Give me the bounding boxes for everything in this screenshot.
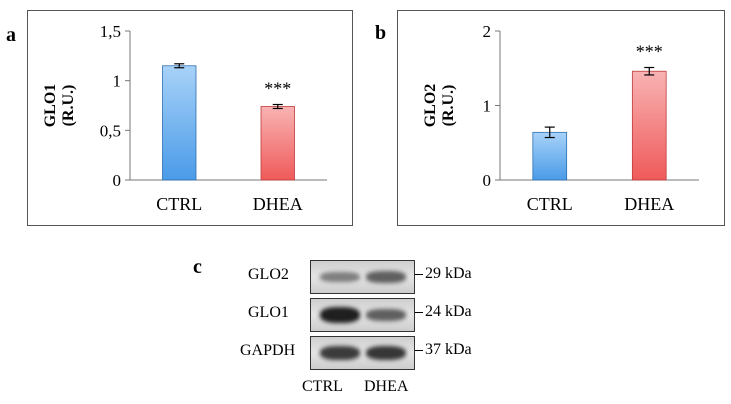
bar-dhea xyxy=(260,106,295,181)
blot-strip xyxy=(310,298,415,332)
blot-size-label: 24 kDa xyxy=(425,303,472,320)
chart-glo1: 0 0,5 1 1,5 GLO1 (R.U.) CTRL DHEA *** xyxy=(27,10,353,226)
blot-band xyxy=(366,345,406,361)
bar-dhea xyxy=(631,70,667,181)
blot-size-tick xyxy=(415,274,423,275)
panel-letter-c: c xyxy=(193,256,202,278)
x-tick-label: DHEA xyxy=(253,194,303,214)
y-tick-label: 0 xyxy=(483,171,492,190)
blot-band xyxy=(366,271,406,283)
y-axis-label: GLO1 xyxy=(42,84,59,128)
blot-row-label: GLO1 xyxy=(248,304,289,321)
chart-glo2: 0 1 2 GLO2 (R.U.) CTRL DHEA *** xyxy=(397,10,725,226)
blot-size-tick xyxy=(415,350,423,351)
x-tick-label: DHEA xyxy=(624,194,674,214)
blot-lane-label: CTRL xyxy=(302,378,343,395)
y-tick-label: 1 xyxy=(113,72,122,91)
x-tick-label: CTRL xyxy=(156,194,202,214)
y-axis-label-unit: (R.U.) xyxy=(440,85,457,127)
bar-ctrl xyxy=(162,65,197,181)
chart-frame xyxy=(27,10,353,226)
y-tick-label: 1,5 xyxy=(100,22,121,41)
blot-strip xyxy=(310,336,415,370)
y-tick-label: 0,5 xyxy=(100,121,121,140)
blot-size-label: 37 kDa xyxy=(425,341,472,358)
blot-band xyxy=(366,309,406,321)
y-tick-label: 0 xyxy=(113,171,122,190)
significance-label: *** xyxy=(636,42,663,62)
blot-strip xyxy=(310,260,415,294)
panel-letter-a: a xyxy=(6,24,16,46)
significance-label: *** xyxy=(264,79,291,99)
blot-band xyxy=(320,346,360,360)
y-axis-label: GLO2 xyxy=(422,84,439,128)
y-tick-label: 1 xyxy=(483,97,492,116)
y-axis-label-unit: (R.U.) xyxy=(60,85,77,127)
x-tick-label: CTRL xyxy=(527,194,573,214)
blot-size-tick xyxy=(415,312,423,313)
bar-ctrl xyxy=(532,131,568,181)
blot-band xyxy=(320,307,360,323)
y-tick-label: 2 xyxy=(483,22,492,41)
blot-row-label: GAPDH xyxy=(240,342,296,359)
chart-frame xyxy=(397,10,725,226)
blot-band xyxy=(320,272,360,282)
blot-lane-label: DHEA xyxy=(364,378,409,395)
blot-row-label: GLO2 xyxy=(248,266,289,283)
panel-letter-b: b xyxy=(375,22,387,44)
blot-size-label: 29 kDa xyxy=(425,265,472,282)
